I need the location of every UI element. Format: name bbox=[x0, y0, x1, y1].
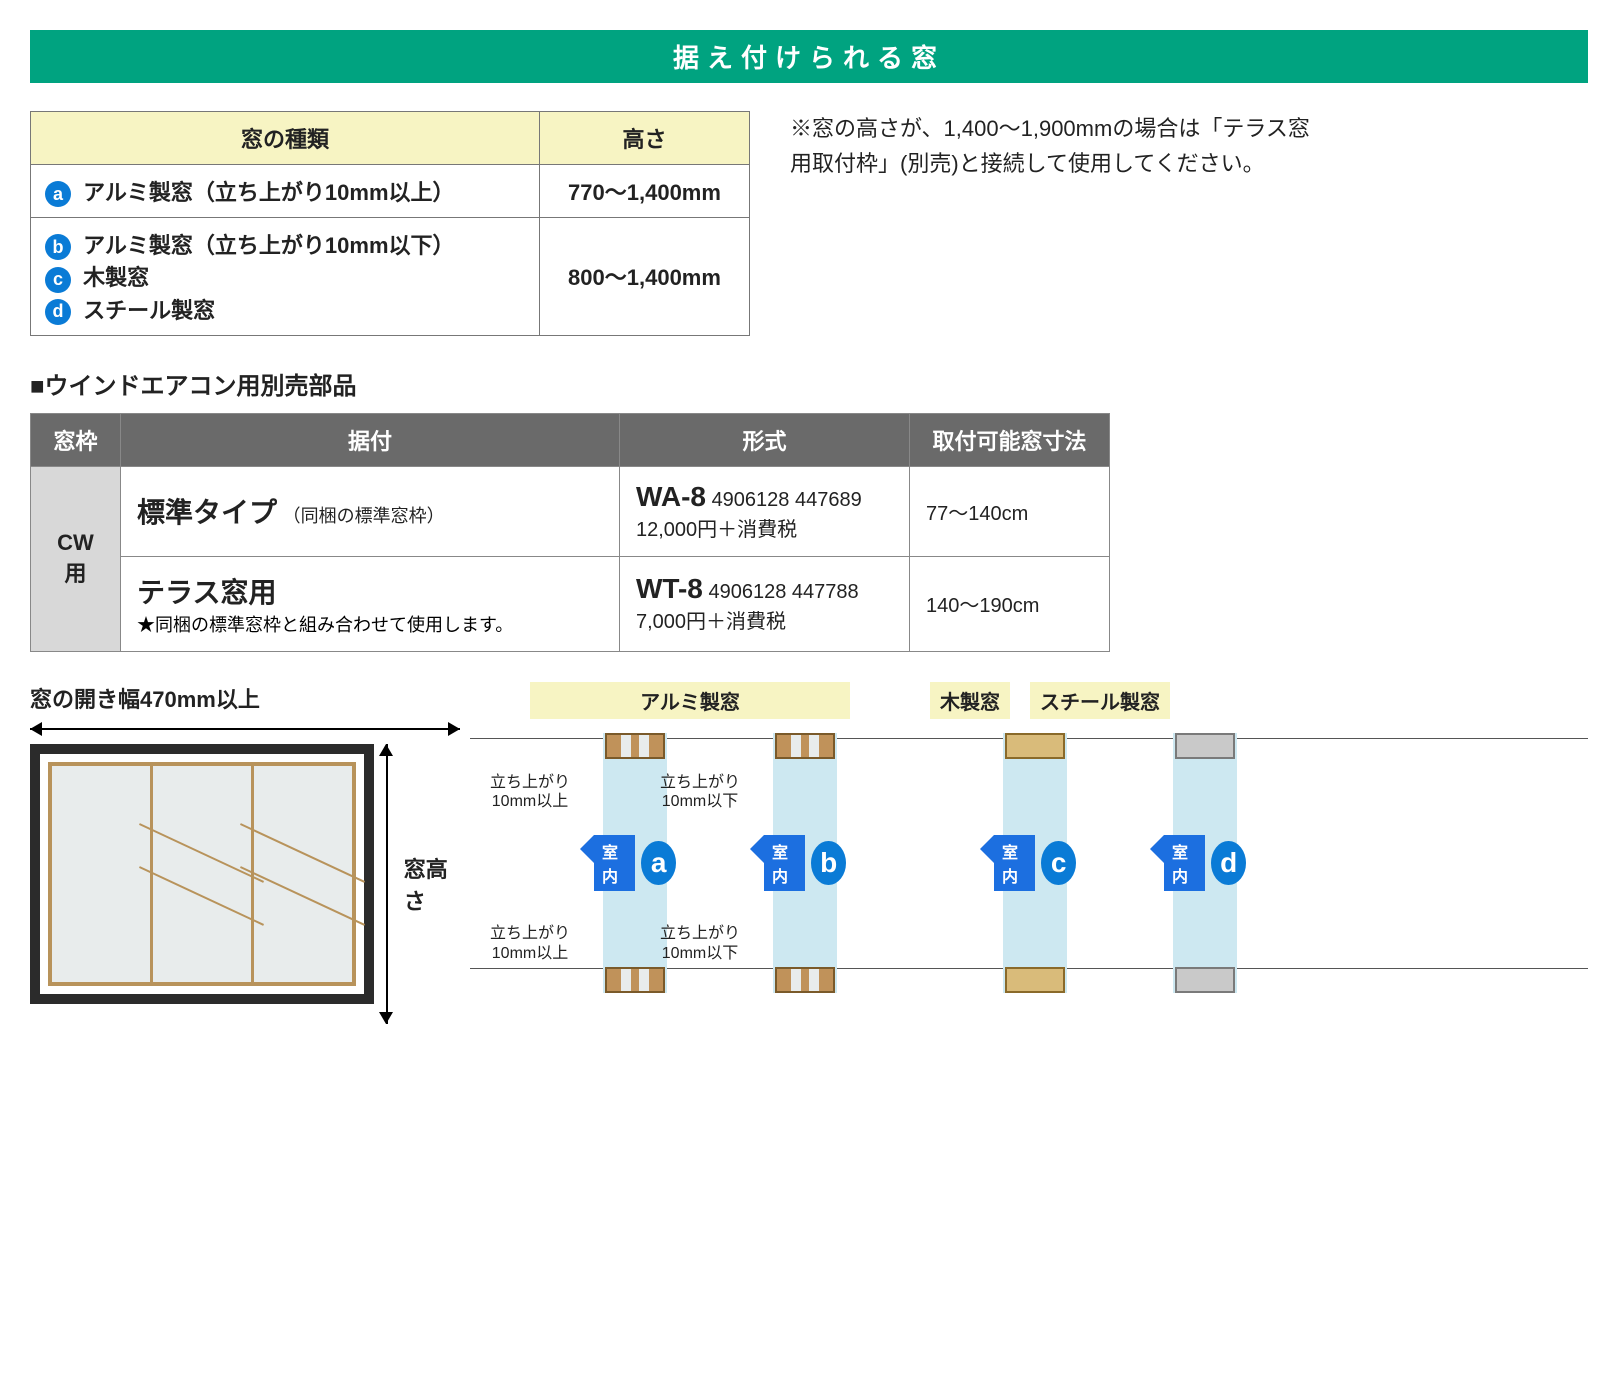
head-steel: スチール製窓 bbox=[1030, 682, 1170, 719]
head-wood: 木製窓 bbox=[930, 682, 1010, 719]
label-b: アルミ製窓（立ち上がり10mm以下） bbox=[83, 233, 454, 258]
cell-model-1: WT-8 4906128 447788 7,000円＋消費税 bbox=[620, 556, 910, 651]
cell-frame: CW用 bbox=[31, 466, 121, 651]
badge-d-icon: d bbox=[45, 299, 71, 325]
window-types-diagram: アルミ製窓 木製窓 スチール製窓 立ち上がり 10mm以上 室内 a 立ち上がり… bbox=[470, 682, 1588, 993]
th-type: 窓の種類 bbox=[31, 112, 540, 165]
side-note: ※窓の高さが、1,400～1,900mmの場合は「テラス窓用取付枠」(別売)と接… bbox=[790, 111, 1310, 181]
rail-bot-c-icon bbox=[1005, 967, 1065, 993]
rail-top-b-icon bbox=[775, 733, 835, 759]
cell-type-a: a アルミ製窓（立ち上がり10mm以上） bbox=[31, 165, 540, 218]
height-arrow-icon bbox=[374, 744, 398, 1024]
label-c: 木製窓 bbox=[83, 265, 149, 290]
cell-mount-1: テラス窓用 ★同梱の標準窓枠と組み合わせて使用します。 bbox=[121, 556, 620, 651]
rail-bot-a-icon bbox=[605, 967, 665, 993]
diagram: 窓の開き幅470mm以上 窓高さ アルミ製窓 木製窓 スチール製窓 bbox=[30, 682, 1588, 1024]
rail-bot-d-icon bbox=[1175, 967, 1235, 993]
th-model: 形式 bbox=[620, 413, 910, 466]
window-frame-icon bbox=[30, 744, 374, 1004]
head-alumi: アルミ製窓 bbox=[530, 682, 850, 719]
mount-sub-1: ★同梱の標準窓枠と組み合わせて使用します。 bbox=[137, 615, 513, 635]
model-jan-0: 4906128 447689 bbox=[712, 489, 862, 511]
cell-height-0: 770～1,400mm bbox=[540, 165, 750, 218]
mount-main-0: 標準タイプ bbox=[137, 497, 277, 528]
th-frame: 窓枠 bbox=[31, 413, 121, 466]
window-type-table: 窓の種類 高さ a アルミ製窓（立ち上がり10mm以上） 770～1,400mm… bbox=[30, 111, 750, 336]
model-price-0: 12,000円＋消費税 bbox=[636, 519, 797, 541]
rail-top-c-icon bbox=[1005, 733, 1065, 759]
label-a: アルミ製窓（立ち上がり10mm以上） bbox=[83, 180, 454, 205]
cell-model-0: WA-8 4906128 447689 12,000円＋消費税 bbox=[620, 466, 910, 556]
badge-a-icon: a bbox=[45, 181, 71, 207]
type-col-d: 室内 d bbox=[1130, 733, 1280, 993]
inside-tag-b: 室内 bbox=[764, 835, 805, 891]
inside-tag-a: 室内 bbox=[594, 835, 635, 891]
window-illustration: 窓の開き幅470mm以上 窓高さ bbox=[30, 682, 460, 1024]
type-col-c: 室内 c bbox=[960, 733, 1110, 993]
height-label: 窓高さ bbox=[404, 852, 460, 916]
mount-sub-0: （同梱の標準窓枠） bbox=[283, 506, 445, 526]
cell-height-1: 800～1,400mm bbox=[540, 218, 750, 336]
model-code-1: WT-8 bbox=[636, 573, 703, 604]
rise-down-top-b: 立ち上がり 10mm以下 bbox=[660, 773, 740, 811]
rail-top-d-icon bbox=[1175, 733, 1235, 759]
model-price-1: 7,000円＋消費税 bbox=[636, 611, 786, 633]
badge-b-lg-icon: b bbox=[811, 841, 846, 885]
rise-up-top-a: 立ち上がり 10mm以上 bbox=[490, 773, 570, 811]
th-height: 高さ bbox=[540, 112, 750, 165]
th-range: 取付可能窓寸法 bbox=[910, 413, 1110, 466]
cell-range-0: 77～140cm bbox=[910, 466, 1110, 556]
inside-tag-c: 室内 bbox=[994, 835, 1035, 891]
parts-table: 窓枠 据付 形式 取付可能窓寸法 CW用 標準タイプ （同梱の標準窓枠） WA-… bbox=[30, 413, 1110, 652]
badge-b-icon: b bbox=[45, 234, 71, 260]
rail-top-a-icon bbox=[605, 733, 665, 759]
badge-c-icon: c bbox=[45, 267, 71, 293]
parts-subheading: ■ウインドエアコン用別売部品 bbox=[30, 366, 1588, 401]
rise-up-bot-a: 立ち上がり 10mm以上 bbox=[490, 924, 570, 962]
open-width-label: 窓の開き幅470mm以上 bbox=[30, 682, 460, 714]
model-code-0: WA-8 bbox=[636, 481, 706, 512]
width-arrow-icon bbox=[30, 720, 460, 738]
inside-tag-d: 室内 bbox=[1164, 835, 1205, 891]
model-jan-1: 4906128 447788 bbox=[708, 581, 858, 603]
badge-d-lg-icon: d bbox=[1211, 841, 1246, 885]
cell-mount-0: 標準タイプ （同梱の標準窓枠） bbox=[121, 466, 620, 556]
cell-type-bcd: b アルミ製窓（立ち上がり10mm以下） c 木製窓 d スチール製窓 bbox=[31, 218, 540, 336]
type-col-b: 立ち上がり 10mm以下 室内 b 立ち上がり 10mm以下 bbox=[730, 733, 880, 993]
cell-range-1: 140～190cm bbox=[910, 556, 1110, 651]
th-mount: 据付 bbox=[121, 413, 620, 466]
rail-bot-b-icon bbox=[775, 967, 835, 993]
label-d: スチール製窓 bbox=[83, 298, 215, 323]
badge-a-lg-icon: a bbox=[641, 841, 676, 885]
rise-down-bot-b: 立ち上がり 10mm以下 bbox=[660, 924, 740, 962]
mount-main-1: テラス窓用 bbox=[137, 577, 276, 608]
section-banner: 据え付けられる窓 bbox=[30, 30, 1588, 83]
badge-c-lg-icon: c bbox=[1041, 841, 1076, 885]
